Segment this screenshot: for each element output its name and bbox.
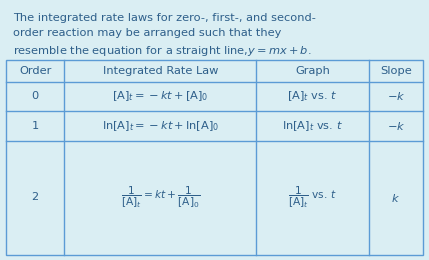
Text: Order: Order bbox=[19, 66, 51, 76]
Text: $\ln[\mathrm{A}]_t$ vs. $t$: $\ln[\mathrm{A}]_t$ vs. $t$ bbox=[282, 119, 343, 133]
Text: $\ln[\mathrm{A}]_t = -\mathit{k}\mathit{t} + \ln[\mathrm{A}]_0$: $\ln[\mathrm{A}]_t = -\mathit{k}\mathit{… bbox=[102, 119, 219, 133]
Text: $[\mathrm{A}]_t$ vs. $t$: $[\mathrm{A}]_t$ vs. $t$ bbox=[287, 89, 338, 103]
Text: $[\mathrm{A}]_t = -\mathit{k}\mathit{t} + [\mathrm{A}]_0$: $[\mathrm{A}]_t = -\mathit{k}\mathit{t} … bbox=[112, 89, 208, 103]
Text: Slope: Slope bbox=[380, 66, 412, 76]
Text: $\dfrac{1}{[\mathrm{A}]_t}$ vs. $t$: $\dfrac{1}{[\mathrm{A}]_t}$ vs. $t$ bbox=[288, 185, 337, 210]
Text: Graph: Graph bbox=[295, 66, 330, 76]
Text: 1: 1 bbox=[32, 121, 39, 131]
Text: resemble the equation for a straight line,$y = \mathit{mx} + \mathit{b}$.: resemble the equation for a straight lin… bbox=[13, 44, 311, 58]
Text: $-\mathit{k}$: $-\mathit{k}$ bbox=[387, 90, 405, 102]
Text: order reaction may be arranged such that they: order reaction may be arranged such that… bbox=[13, 29, 281, 38]
Text: The integrated rate laws for zero-, first-, and second-: The integrated rate laws for zero-, firs… bbox=[13, 13, 316, 23]
Text: $\mathit{k}$: $\mathit{k}$ bbox=[391, 192, 400, 204]
Text: $\dfrac{1}{[\mathrm{A}]_t} = \mathit{k}\mathit{t} + \dfrac{1}{[\mathrm{A}]_0}$: $\dfrac{1}{[\mathrm{A}]_t} = \mathit{k}\… bbox=[121, 185, 200, 210]
Bar bbox=[6, 60, 423, 255]
Text: $-\mathit{k}$: $-\mathit{k}$ bbox=[387, 120, 405, 132]
Text: 2: 2 bbox=[32, 192, 39, 203]
Text: Integrated Rate Law: Integrated Rate Law bbox=[103, 66, 218, 76]
Text: 0: 0 bbox=[32, 91, 39, 101]
